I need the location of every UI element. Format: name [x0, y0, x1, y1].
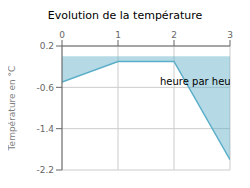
html-text:Evolution de la température: Evolution de la température — [47, 9, 203, 22]
svg-text:0.2: 0.2 — [40, 41, 54, 51]
svg-text:heure par heure: heure par heure — [160, 76, 230, 87]
svg-text:0: 0 — [59, 30, 65, 40]
svg-text:1: 1 — [115, 30, 121, 40]
svg-text:-2.2: -2.2 — [36, 165, 54, 175]
svg-text:-1.4: -1.4 — [36, 124, 54, 134]
svg-text:2: 2 — [171, 30, 177, 40]
svg-text:-0.6: -0.6 — [36, 83, 54, 93]
svg-text:3: 3 — [227, 30, 233, 40]
svg-text:Température en °C: Température en °C — [8, 66, 17, 152]
